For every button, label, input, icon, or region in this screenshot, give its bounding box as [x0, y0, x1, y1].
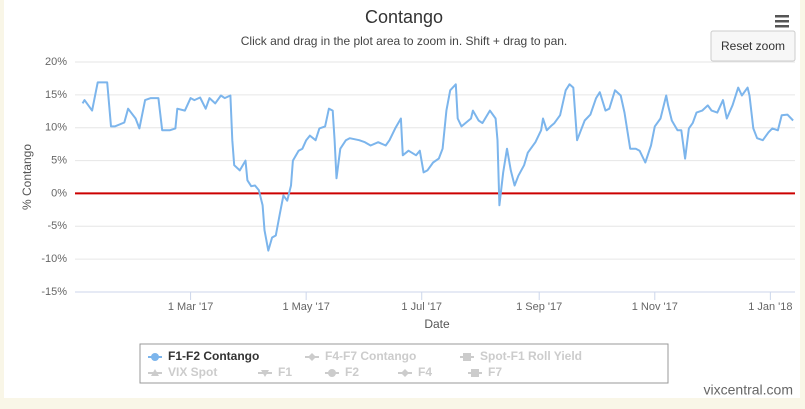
legend-label[interactable]: F2 [345, 365, 359, 379]
reset-zoom-label[interactable]: Reset zoom [721, 39, 785, 53]
legend-box [139, 343, 669, 384]
legend-label[interactable]: F4 [418, 365, 432, 379]
x-tick-label: 1 May '17 [282, 301, 329, 313]
chart-background [4, 0, 800, 398]
menu-icon-bar [775, 15, 789, 18]
legend-marker [328, 369, 336, 377]
legend-item[interactable]: F4 [398, 365, 432, 379]
legend-item[interactable]: Spot-F1 Roll Yield [460, 349, 582, 363]
legend-item[interactable]: F1 [258, 365, 292, 379]
y-tick-label: 0% [51, 187, 67, 199]
legend-item[interactable]: VIX Spot [148, 365, 217, 379]
legend-marker [308, 353, 316, 361]
legend-label[interactable]: F1 [278, 365, 292, 379]
data-line [81, 81, 794, 252]
y-tick-label: -15% [41, 286, 67, 298]
legend-item[interactable]: F1-F2 Contango [148, 349, 259, 363]
legend-label[interactable]: F1-F2 Contango [168, 349, 259, 363]
y-axis-title: % Contango [20, 144, 34, 210]
legend-marker [151, 353, 159, 361]
x-tick-label: 1 Jul '17 [401, 301, 442, 313]
x-tick-label: 1 Sep '17 [516, 301, 562, 313]
legend-marker [471, 369, 479, 377]
chart-subtitle: Click and drag in the plot area to zoom … [241, 34, 568, 48]
reset-zoom-button[interactable] [710, 30, 796, 62]
y-tick-label: 5% [51, 154, 67, 166]
y-tick-label: -5% [47, 220, 67, 232]
credits[interactable]: vixcentral.com [704, 382, 793, 398]
x-tick-label: 1 Nov '17 [632, 301, 678, 313]
x-tick-label: 1 Jan '18 [748, 301, 792, 313]
y-tick-label: 10% [45, 122, 67, 134]
legend-label[interactable]: Spot-F1 Roll Yield [480, 349, 582, 363]
y-tick-label: -10% [41, 253, 67, 265]
y-tick-label: 20% [45, 56, 67, 68]
legend-label[interactable]: F4-F7 Contango [325, 349, 416, 363]
x-axis-title: Date [424, 317, 450, 331]
x-tick-label: 1 Mar '17 [168, 301, 214, 313]
y-tick-label: 15% [45, 89, 67, 101]
legend-label[interactable]: VIX Spot [168, 365, 217, 379]
legend-marker [261, 370, 269, 377]
legend-item[interactable]: F4-F7 Contango [305, 349, 416, 363]
menu-button[interactable] [770, 12, 792, 32]
legend-label[interactable]: F7 [488, 365, 502, 379]
menu-icon-bar [775, 20, 789, 23]
menu-icon-bar [775, 25, 789, 28]
legend-marker [151, 369, 159, 376]
legend-item[interactable]: F2 [325, 365, 359, 379]
chart-title: Contango [365, 7, 443, 27]
legend-marker [463, 353, 471, 361]
legend-marker [401, 369, 409, 377]
legend-item[interactable]: F7 [468, 365, 502, 379]
